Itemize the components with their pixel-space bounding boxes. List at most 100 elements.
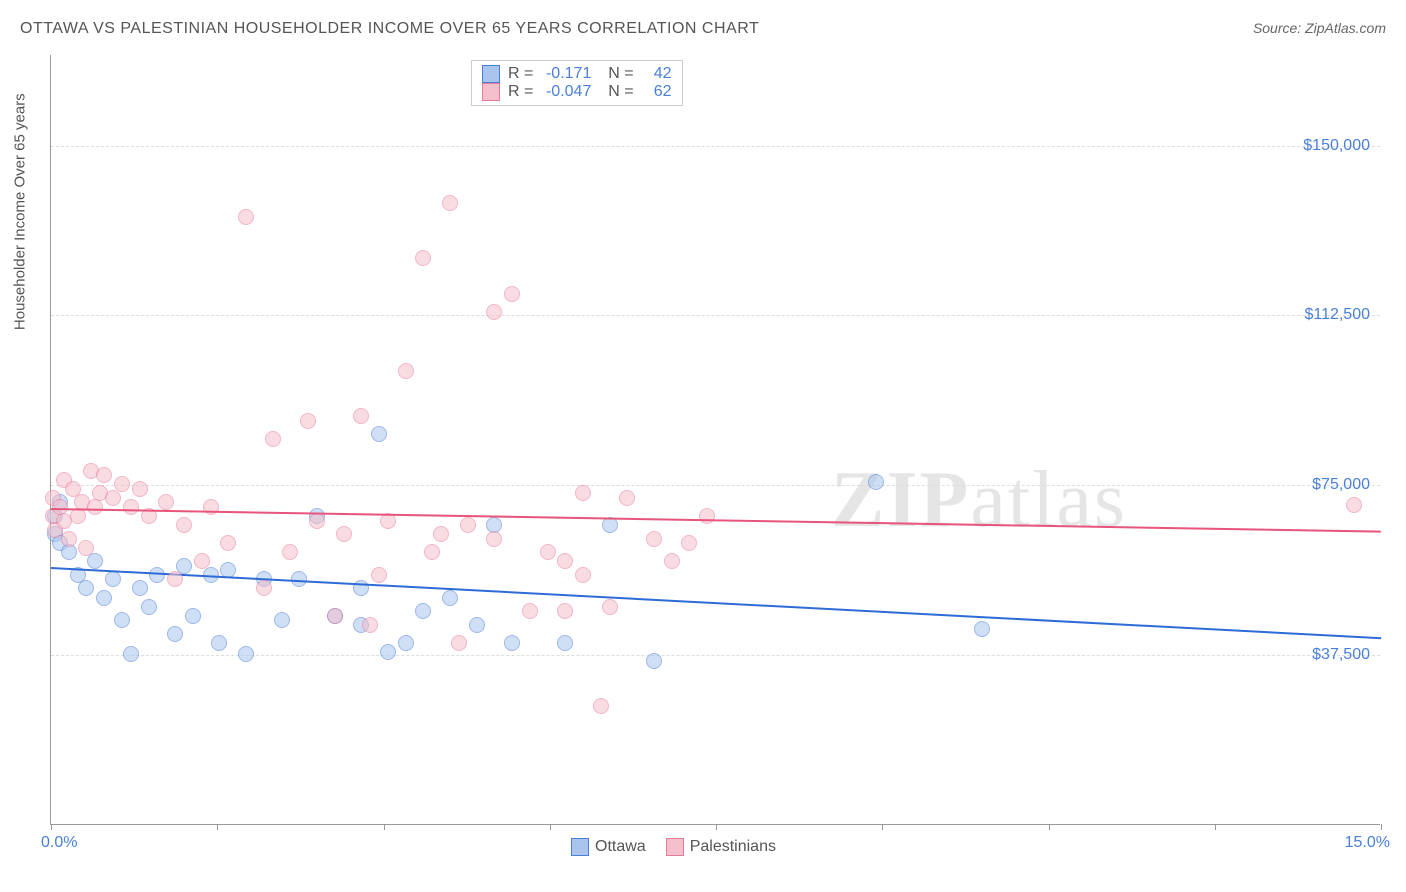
y-tick-label: $37,500 — [1312, 646, 1370, 664]
data-point — [486, 531, 502, 547]
data-point — [282, 544, 298, 560]
data-point — [602, 599, 618, 615]
data-point — [167, 571, 183, 587]
data-point — [699, 508, 715, 524]
data-point — [105, 571, 121, 587]
data-point — [87, 553, 103, 569]
data-point — [158, 494, 174, 510]
x-tick — [384, 824, 385, 830]
data-point — [371, 567, 387, 583]
series-legend: Ottawa Palestinians — [571, 838, 776, 856]
data-point — [238, 646, 254, 662]
data-point — [256, 580, 272, 596]
legend-swatch — [482, 83, 500, 101]
data-point — [167, 626, 183, 642]
data-point — [132, 580, 148, 596]
data-point — [123, 499, 139, 515]
data-point — [220, 535, 236, 551]
plot-area: ZIPatlas R = -0.171 N = 42R = -0.047 N =… — [50, 55, 1380, 825]
data-point — [78, 540, 94, 556]
data-point — [522, 603, 538, 619]
legend-item: Ottawa — [571, 838, 646, 856]
data-point — [78, 580, 94, 596]
n-value: 42 — [642, 65, 672, 83]
data-point — [415, 250, 431, 266]
gridline — [51, 146, 1380, 147]
data-point — [593, 698, 609, 714]
data-point — [123, 646, 139, 662]
watermark-logo: ZIPatlas — [831, 455, 1127, 546]
legend-label: Ottawa — [595, 838, 646, 856]
x-tick — [51, 824, 52, 830]
data-point — [176, 517, 192, 533]
data-point — [415, 603, 431, 619]
data-point — [327, 608, 343, 624]
legend-label: Palestinians — [690, 838, 776, 856]
n-label: N = — [599, 65, 633, 83]
data-point — [1346, 497, 1362, 513]
data-point — [114, 476, 130, 492]
data-point — [646, 653, 662, 669]
correlation-legend: R = -0.171 N = 42R = -0.047 N = 62 — [471, 60, 683, 106]
n-value: 62 — [642, 83, 672, 101]
data-point — [398, 635, 414, 651]
y-axis-title: Householder Income Over 65 years — [12, 93, 29, 330]
trend-line — [51, 567, 1381, 639]
x-tick — [882, 824, 883, 830]
data-point — [105, 490, 121, 506]
data-point — [87, 499, 103, 515]
legend-stat-row: R = -0.171 N = 42 — [482, 65, 672, 83]
data-point — [442, 195, 458, 211]
data-point — [424, 544, 440, 560]
data-point — [486, 304, 502, 320]
n-label: N = — [599, 83, 633, 101]
data-point — [274, 612, 290, 628]
data-point — [664, 553, 680, 569]
r-value: -0.047 — [541, 83, 591, 101]
data-point — [353, 408, 369, 424]
data-point — [211, 635, 227, 651]
data-point — [460, 517, 476, 533]
data-point — [681, 535, 697, 551]
data-point — [362, 617, 378, 633]
data-point — [619, 490, 635, 506]
data-point — [504, 286, 520, 302]
x-tick — [716, 824, 717, 830]
data-point — [194, 553, 210, 569]
data-point — [646, 531, 662, 547]
x-axis-max-label: 15.0% — [1345, 834, 1390, 852]
data-point — [974, 621, 990, 637]
legend-swatch — [571, 838, 589, 856]
x-tick — [1381, 824, 1382, 830]
legend-swatch — [666, 838, 684, 856]
data-point — [575, 567, 591, 583]
chart-title: OTTAWA VS PALESTINIAN HOUSEHOLDER INCOME… — [20, 20, 759, 38]
data-point — [141, 599, 157, 615]
data-point — [557, 553, 573, 569]
data-point — [265, 431, 281, 447]
r-label: R = — [508, 83, 533, 101]
data-point — [96, 590, 112, 606]
data-point — [114, 612, 130, 628]
r-label: R = — [508, 65, 533, 83]
data-point — [451, 635, 467, 651]
r-value: -0.171 — [541, 65, 591, 83]
gridline — [51, 315, 1380, 316]
x-axis-min-label: 0.0% — [41, 834, 77, 852]
data-point — [540, 544, 556, 560]
data-point — [371, 426, 387, 442]
legend-item: Palestinians — [666, 838, 776, 856]
gridline — [51, 485, 1380, 486]
trend-line — [51, 508, 1381, 533]
data-point — [868, 474, 884, 490]
y-tick-label: $150,000 — [1303, 137, 1370, 155]
data-point — [398, 363, 414, 379]
legend-swatch — [482, 65, 500, 83]
source-attribution: Source: ZipAtlas.com — [1253, 20, 1386, 36]
data-point — [557, 603, 573, 619]
data-point — [575, 485, 591, 501]
x-tick — [1215, 824, 1216, 830]
data-point — [185, 608, 201, 624]
data-point — [380, 644, 396, 660]
data-point — [336, 526, 352, 542]
